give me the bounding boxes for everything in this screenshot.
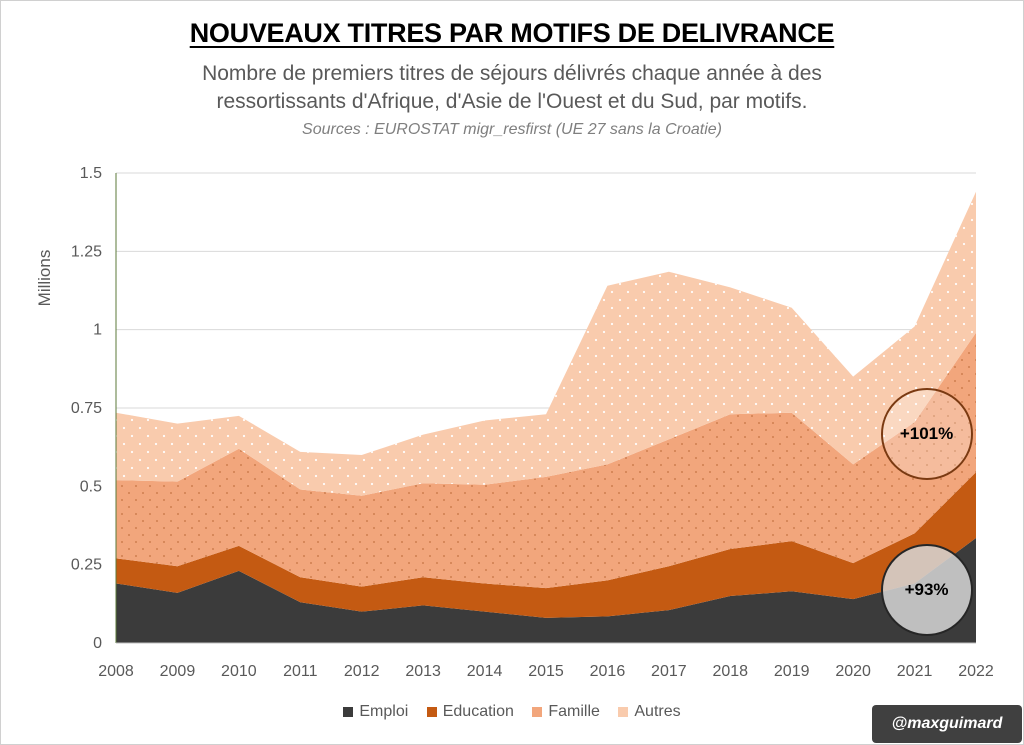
area-series bbox=[116, 191, 976, 643]
y-tick-label: 0.5 bbox=[80, 478, 102, 495]
legend-swatch-famille bbox=[532, 707, 543, 717]
author-credit: @maxguimard bbox=[872, 705, 1022, 743]
annotation-autres-growth: +101% bbox=[880, 387, 973, 480]
y-tick-label: 1 bbox=[93, 322, 102, 339]
x-tick-label: 2010 bbox=[221, 663, 257, 680]
legend-label-education: Education bbox=[442, 703, 514, 720]
legend-item-emploi: Emploi bbox=[343, 703, 408, 721]
subtitle-line-2: ressortissants d'Afrique, d'Asie de l'Ou… bbox=[216, 90, 808, 113]
x-tick-label: 2018 bbox=[712, 663, 748, 680]
legend-item-autres: Autres bbox=[618, 703, 681, 721]
legend: Emploi Education Famille Autres bbox=[0, 703, 1024, 722]
y-tick-label: 0.75 bbox=[71, 400, 102, 417]
x-tick-label: 2009 bbox=[160, 663, 196, 680]
x-tick-label: 2021 bbox=[897, 663, 933, 680]
y-tick-label: 0 bbox=[93, 635, 102, 652]
legend-label-famille: Famille bbox=[548, 703, 600, 720]
y-tick-label: 1.25 bbox=[71, 243, 102, 260]
x-tick-label: 2022 bbox=[958, 663, 994, 680]
y-tick-label: 1.5 bbox=[80, 165, 102, 182]
x-tick-label: 2017 bbox=[651, 663, 687, 680]
subtitle-line-1: Nombre de premiers titres de séjours dél… bbox=[202, 62, 822, 85]
x-tick-label: 2011 bbox=[283, 663, 318, 680]
legend-item-famille: Famille bbox=[532, 703, 600, 721]
legend-swatch-autres bbox=[618, 707, 629, 717]
area-pattern-autres bbox=[116, 191, 976, 496]
x-tick-label: 2020 bbox=[835, 663, 871, 680]
x-tick-label: 2013 bbox=[405, 663, 441, 680]
x-tick-label: 2012 bbox=[344, 663, 380, 680]
legend-label-emploi: Emploi bbox=[359, 703, 409, 720]
x-tick-label: 2015 bbox=[528, 663, 564, 680]
x-tick-label: 2014 bbox=[467, 663, 503, 680]
legend-swatch-education bbox=[426, 707, 437, 717]
chart-title: NOUVEAUX TITRES PAR MOTIFS DE DELIVRANCE bbox=[189, 18, 835, 48]
area-education bbox=[116, 472, 976, 618]
area-pattern-famille bbox=[116, 332, 976, 589]
area-emploi bbox=[116, 538, 976, 643]
y-axis-label: Millions bbox=[35, 250, 54, 307]
chart-source: Sources : EUROSTAT migr_resfirst (UE 27 … bbox=[302, 121, 722, 138]
annotation-emploi-growth: +93% bbox=[880, 544, 973, 637]
y-tick-label: 0.25 bbox=[71, 557, 102, 574]
legend-swatch-emploi bbox=[343, 707, 354, 717]
x-tick-label: 2019 bbox=[774, 663, 810, 680]
x-tick-label: 2008 bbox=[98, 663, 134, 680]
x-tick-label: 2016 bbox=[590, 663, 626, 680]
legend-label-autres: Autres bbox=[634, 703, 681, 720]
chart-subtitle: Nombre de premiers titres de séjours dél… bbox=[0, 60, 1024, 116]
legend-item-education: Education bbox=[426, 703, 514, 721]
axes: 0 0.25 0.5 0.75 1 1.25 1.5 2008 2009 2010 2011 2012… bbox=[71, 165, 994, 680]
